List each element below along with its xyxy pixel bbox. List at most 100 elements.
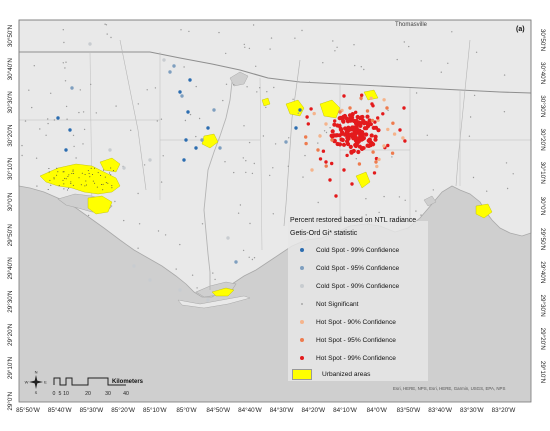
- river-east: [455, 39, 471, 187]
- urban-texture-dot: [112, 170, 114, 171]
- urban-texture-dot: [53, 178, 55, 180]
- legend-label: Cold Spot - 90% Confidence: [316, 282, 400, 290]
- not-significant-point: [505, 162, 508, 164]
- not-significant-point: [105, 24, 108, 26]
- hotspot-point: [122, 166, 126, 170]
- legend-panel: [288, 221, 428, 381]
- not-significant-point: [243, 125, 245, 127]
- scale-tick: 10: [63, 391, 69, 397]
- not-significant-point: [28, 89, 30, 91]
- not-significant-point: [355, 158, 357, 160]
- latitude-label: 29°30'N: [539, 294, 547, 317]
- urban-texture-dot: [48, 171, 50, 173]
- hotspot-point: [382, 144, 386, 148]
- not-significant-point: [180, 29, 182, 31]
- not-significant-point: [47, 118, 49, 120]
- not-significant-point: [332, 40, 334, 42]
- not-significant-point: [302, 176, 304, 178]
- hotspot-point: [351, 126, 356, 131]
- scale-bar: 0 5 10 20 30 40: [53, 377, 129, 397]
- not-significant-point: [503, 111, 506, 113]
- not-significant-point: [63, 41, 65, 44]
- legend-label: Hot Spot - 90% Confidence: [316, 318, 396, 326]
- not-significant-point: [196, 287, 198, 289]
- not-significant-point: [432, 189, 434, 191]
- hotspot-point: [304, 135, 308, 139]
- hotspot-point: [188, 78, 192, 82]
- urban-texture-dot: [89, 176, 91, 178]
- urban-texture-dot: [56, 167, 58, 169]
- hotspot-point: [375, 164, 379, 169]
- south-letter: S: [35, 390, 38, 395]
- hotspot-point: [373, 137, 378, 142]
- not-significant-point: [242, 249, 245, 252]
- hotspot-point: [370, 102, 374, 106]
- not-significant-point: [251, 172, 254, 175]
- not-significant-point: [274, 143, 277, 145]
- urban-texture-dot: [92, 180, 94, 182]
- latitude-label: 29°20'N: [539, 328, 547, 351]
- urban-texture-dot: [57, 171, 59, 173]
- not-significant-point: [308, 81, 311, 83]
- hotspot-point: [372, 171, 377, 175]
- hotspot-point: [360, 93, 364, 97]
- not-significant-point: [78, 111, 80, 114]
- not-significant-point: [106, 33, 108, 35]
- urban-texture-dot: [92, 174, 93, 175]
- not-significant-point: [39, 128, 41, 130]
- scale-unit-label: Kilometers: [112, 379, 144, 385]
- urban-texture-dot: [58, 185, 60, 186]
- hotspot-point: [178, 90, 182, 94]
- not-significant-point: [50, 92, 52, 95]
- not-significant-point: [243, 43, 245, 46]
- legend-item-cold-95: Cold Spot - 95% Confidence: [292, 263, 399, 273]
- urban-texture-dot: [53, 177, 55, 179]
- not-significant-point: [329, 127, 331, 129]
- not-significant-point: [225, 83, 228, 86]
- not-significant-point: [322, 62, 324, 64]
- scale-tick: 5: [59, 391, 62, 397]
- urban-texture-dot: [48, 168, 50, 169]
- not-significant-point: [114, 200, 116, 203]
- hotspot-point: [324, 160, 328, 164]
- legend-dot-cold-99: [300, 248, 304, 252]
- not-significant-point: [512, 173, 514, 175]
- latitude-label: 30°50'N: [539, 29, 547, 52]
- legend-label: Not Significant: [316, 300, 359, 308]
- not-significant-point: [198, 117, 201, 120]
- hotspot-point: [362, 146, 366, 150]
- not-significant-point: [288, 137, 290, 139]
- hotspot-point: [352, 136, 358, 141]
- not-significant-point: [218, 31, 220, 34]
- hotspot-point: [376, 116, 380, 120]
- not-significant-point: [245, 160, 247, 162]
- not-significant-point: [66, 118, 68, 120]
- not-significant-point: [157, 230, 160, 232]
- not-significant-point: [249, 222, 251, 225]
- legend-dot-cold-95: [300, 266, 304, 270]
- urban-texture-dot: [72, 170, 74, 172]
- not-significant-point: [378, 211, 380, 214]
- latitude-label: 30°50'N: [6, 24, 14, 47]
- hotspot-point: [369, 96, 373, 101]
- legend-dot-hot-95: [300, 338, 304, 342]
- hotspot-point: [350, 182, 354, 186]
- not-significant-point: [62, 29, 64, 31]
- urban-texture-dot: [107, 182, 109, 184]
- urban-texture-dot: [70, 181, 72, 183]
- latitude-label: 29°50'N: [539, 228, 547, 251]
- urban-texture-dot: [102, 189, 104, 191]
- not-significant-point: [253, 257, 256, 259]
- legend-item-urbanized: Urbanized areas: [292, 368, 370, 380]
- not-significant-point: [363, 68, 365, 71]
- longitude-label: 83°30'W: [460, 406, 484, 414]
- urban-texture-dot: [47, 189, 49, 190]
- not-significant-point: [82, 143, 84, 145]
- not-significant-point: [73, 145, 75, 148]
- not-significant-point: [304, 154, 306, 157]
- hotspot-point: [398, 128, 402, 132]
- hotspot-point: [182, 158, 186, 162]
- latitude-label: 29°40'N: [6, 257, 14, 280]
- hotspot-point: [312, 111, 316, 116]
